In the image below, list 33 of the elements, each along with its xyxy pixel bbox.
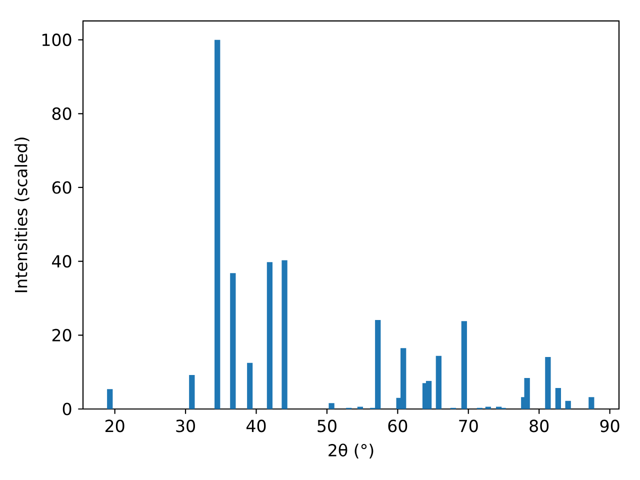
bar [230,273,236,409]
bar [436,356,442,409]
x-tick-label: 30 [176,420,195,432]
bar [426,380,432,409]
bar [214,40,220,409]
bar [524,378,530,409]
y-axis-title: Intensities (scaled) [14,138,30,292]
x-tick-label: 50 [318,420,336,432]
y-tick-label: 60 [52,181,72,194]
bar [266,262,273,409]
x-axis-title: 2θ (°) [328,444,374,458]
x-tick-label: 40 [246,420,266,432]
x-tick-label: 20 [105,420,124,432]
y-tick-label: 40 [52,255,72,268]
y-tick-label: 20 [52,328,72,342]
bar [555,388,562,409]
bar [189,375,195,409]
y-tick-label: 0 [62,402,72,416]
bar [247,362,253,409]
bar [565,400,571,409]
x-tick-label: 90 [600,420,620,432]
x-tick-label: 80 [530,420,549,432]
bar [400,348,406,409]
bar [588,397,594,409]
bar [545,356,551,409]
x-tick-label: 70 [459,420,478,432]
x-tick-label: 60 [388,420,408,432]
bar [328,403,334,409]
bar [107,389,113,409]
bar [461,321,467,409]
y-tick-label: 100 [42,34,72,46]
bar [282,260,288,409]
y-tick-label: 80 [52,107,72,120]
